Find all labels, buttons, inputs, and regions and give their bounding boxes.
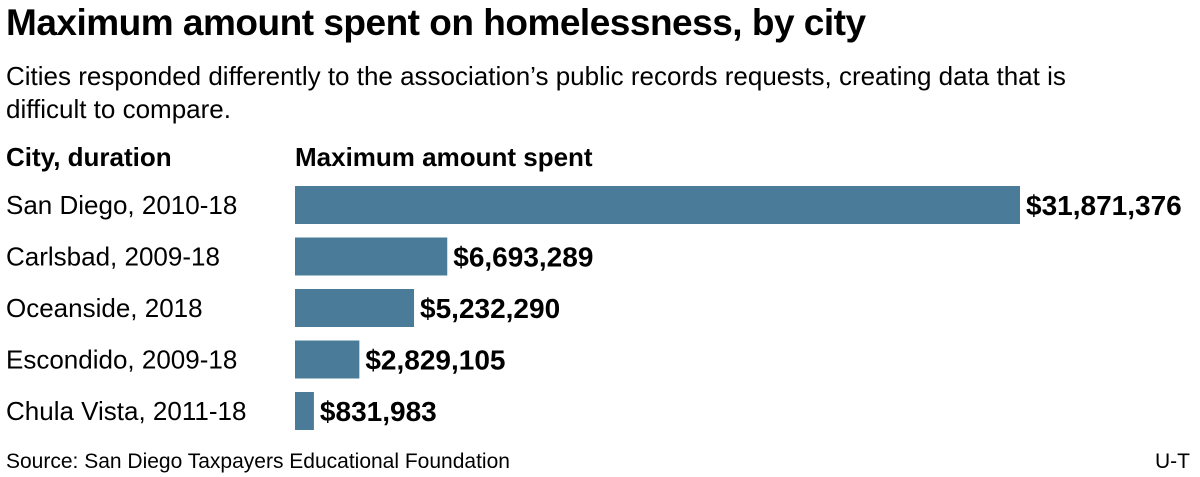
- value-label: $831,983: [320, 396, 437, 427]
- source-note: Source: San Diego Taxpayers Educational …: [6, 450, 510, 473]
- value-label: $5,232,290: [420, 293, 560, 324]
- chart-subtitle: Cities responded differently to the asso…: [6, 61, 1066, 124]
- category-label: Escondido, 2009-18: [6, 345, 237, 375]
- amount-column-header: Maximum amount spent: [295, 142, 593, 172]
- value-label: $6,693,289: [453, 242, 593, 273]
- city-column-header: City, duration: [6, 142, 172, 172]
- category-label: San Diego, 2010-18: [6, 190, 237, 220]
- bar: [295, 392, 314, 430]
- category-label: Carlsbad, 2009-18: [6, 242, 220, 272]
- value-label: $2,829,105: [365, 345, 505, 376]
- category-label: Chula Vista, 2011-18: [6, 396, 246, 426]
- chart-title: Maximum amount spent on homelessness, by…: [6, 2, 866, 43]
- publisher-credit: U-T: [1155, 450, 1190, 473]
- value-label: $31,871,376: [1026, 190, 1182, 221]
- bar: [295, 237, 448, 276]
- bar: [295, 186, 1020, 224]
- bar: [295, 289, 415, 327]
- category-label: Oceanside, 2018: [6, 293, 203, 323]
- bar: [295, 340, 360, 379]
